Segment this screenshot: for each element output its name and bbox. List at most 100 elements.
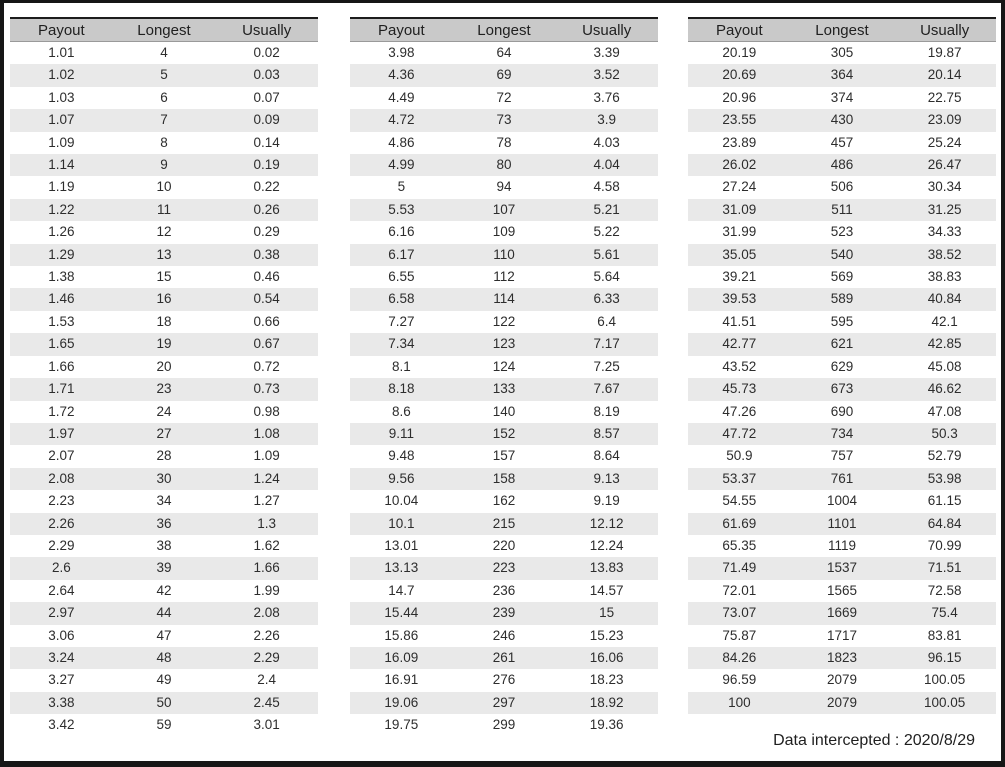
table-row: 16.09 261 16.06	[350, 646, 658, 670]
table-row: 10.04 162 9.19	[350, 490, 658, 512]
table-cell: 45.73	[722, 381, 757, 397]
table-cell: 23.55	[722, 112, 757, 128]
table-cell: 239	[492, 605, 516, 621]
table-cell: 5.21	[593, 201, 620, 217]
table-row: 75.87 1717 83.81	[688, 625, 996, 647]
table-body: 3.98 64 3.39 4.36 69 3.52 4.49 72 3.76 4.72 73 3.9 4…	[350, 42, 658, 737]
table-cell: 38.52	[927, 246, 962, 262]
table-cell: 12	[156, 224, 172, 240]
table-row: 41.51 595 42.1	[688, 311, 996, 333]
table-cell: 47	[156, 627, 172, 643]
table-cell: 1.19	[48, 179, 75, 195]
table-cell: 5	[160, 67, 168, 83]
table-cell: 42.85	[927, 336, 962, 352]
table-row: 73.07 1669 75.4	[688, 602, 996, 625]
payout-table-2: Payout Longest Usually 3.98 64 3.39 4.36 69 3…	[350, 17, 658, 737]
table-cell: 14.7	[388, 582, 415, 598]
table-row: 6.55 112 5.64	[350, 266, 658, 288]
table-cell: 7	[160, 112, 168, 128]
table-cell: 0.66	[253, 313, 280, 329]
table-cell: 8.6	[391, 403, 411, 419]
table-cell: 13.01	[384, 537, 419, 553]
table-cell: 3.98	[388, 45, 415, 60]
table-row: 2.08 30 1.24	[10, 467, 318, 491]
table-cell: 1.03	[48, 89, 75, 105]
table-cell: 36	[156, 515, 172, 531]
column-header-payout: Payout	[10, 17, 113, 42]
table-row: 3.98 64 3.39	[350, 42, 658, 65]
table-cell: 4.99	[388, 157, 415, 173]
table-cell: 6.58	[388, 291, 415, 307]
table-cell: 19.75	[384, 717, 419, 733]
table-cell: 6.33	[593, 291, 620, 307]
table-row: 31.09 511 31.25	[688, 198, 996, 222]
table-cell: 1.65	[48, 336, 75, 352]
table-row: 4.36 69 3.52	[350, 64, 658, 87]
table-cell: 9.11	[388, 425, 414, 441]
table-cell: 2.4	[257, 672, 277, 688]
table-cell: 4.49	[388, 89, 415, 105]
table-cell: 223	[492, 560, 516, 576]
table-cell: 0.22	[253, 179, 280, 195]
table-cell: 3.42	[48, 717, 75, 733]
table-cell: 20.19	[722, 45, 757, 60]
table-cell: 1.71	[48, 381, 75, 397]
table-cell: 94	[496, 179, 512, 195]
table-row: 1.72 24 0.98	[10, 401, 318, 423]
table-cell: 2.26	[48, 515, 75, 531]
table-cell: 20.96	[722, 89, 757, 105]
table-cell: 0.72	[253, 358, 280, 374]
table-body: 20.19 305 19.87 20.69 364 20.14 20.96 374 22.75 2…	[688, 42, 996, 715]
table-cell: 4.36	[388, 67, 415, 83]
table-row: 1.46 16 0.54	[10, 288, 318, 311]
table-row: 43.52 629 45.08	[688, 356, 996, 378]
table-cell: 8.64	[593, 448, 620, 464]
table-cell: 1.46	[48, 291, 75, 307]
table-cell: 38	[156, 537, 172, 553]
table-cell: 3.52	[593, 67, 620, 83]
table-cell: 364	[830, 67, 854, 83]
table-cell: 71.51	[927, 560, 962, 576]
table-cell: 107	[492, 201, 516, 217]
table-cell: 3.9	[597, 112, 617, 128]
table-cell: 1.3	[257, 515, 277, 531]
table-cell: 64	[496, 45, 512, 60]
table-cell: 0.02	[253, 45, 280, 60]
table-cell: 16.91	[384, 672, 419, 688]
table-cell: 48	[156, 649, 172, 665]
table-row: 1.65 19 0.67	[10, 333, 318, 356]
table-cell: 73.07	[722, 605, 757, 621]
column-header-longest: Longest	[452, 17, 556, 42]
table-cell: 7.25	[593, 358, 620, 374]
table-cell: 2.6	[51, 560, 71, 576]
table-cell: 1717	[826, 627, 857, 643]
table-row: 47.72 734 50.3	[688, 422, 996, 446]
table-cell: 1.38	[48, 269, 75, 285]
table-cell: 10.04	[384, 493, 419, 509]
table-cell: 3.76	[593, 89, 620, 105]
table-cell: 1.22	[48, 201, 75, 217]
table-row: 20.96 374 22.75	[688, 87, 996, 109]
table-cell: 0.98	[253, 403, 280, 419]
table-cell: 20	[156, 358, 172, 374]
table-row: 61.69 1101 64.84	[688, 512, 996, 535]
table-cell: 7.27	[388, 313, 415, 329]
table-cell: 1.62	[253, 537, 280, 553]
table-cell: 15	[156, 269, 172, 285]
table-cell: 42	[156, 582, 172, 598]
table-cell: 3.06	[48, 627, 75, 643]
table-cell: 0.54	[253, 291, 280, 307]
column-header-usually: Usually	[555, 17, 658, 42]
table-cell: 8.1	[391, 358, 411, 374]
table-cell: 50.9	[726, 448, 753, 464]
column-header-usually: Usually	[893, 17, 996, 42]
table-cell: 122	[492, 313, 516, 329]
table-cell: 0.38	[253, 246, 280, 262]
table-cell: 9.13	[593, 470, 620, 486]
table-cell: 523	[830, 224, 854, 240]
table-cell: 84.26	[722, 649, 757, 665]
table-row: 8.18 133 7.67	[350, 378, 658, 401]
table-cell: 39.53	[722, 291, 757, 307]
table-row: 3.38 50 2.45	[10, 691, 318, 715]
table-cell: 297	[492, 694, 516, 710]
